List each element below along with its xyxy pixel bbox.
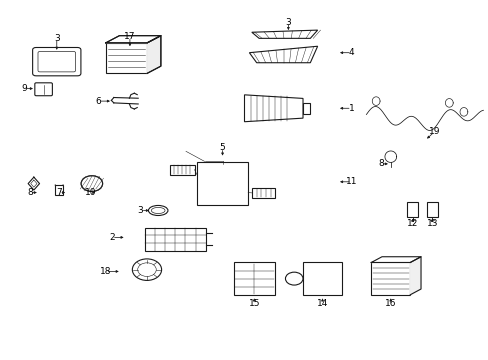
Text: 8: 8: [27, 188, 33, 197]
Text: 3: 3: [138, 206, 143, 215]
Text: 4: 4: [348, 48, 354, 57]
Bar: [426, 202, 437, 217]
Polygon shape: [105, 36, 161, 43]
Bar: [233, 262, 274, 295]
Polygon shape: [244, 95, 303, 122]
Text: 13: 13: [426, 219, 437, 228]
Bar: [55, 185, 63, 195]
Text: 5: 5: [219, 143, 225, 152]
Text: 15: 15: [248, 299, 260, 308]
Text: 2: 2: [109, 233, 115, 242]
Text: 8: 8: [377, 159, 383, 168]
Text: 18: 18: [100, 267, 111, 276]
Polygon shape: [370, 257, 420, 262]
Text: 6: 6: [95, 96, 101, 105]
Text: 12: 12: [406, 219, 418, 228]
Polygon shape: [409, 257, 420, 295]
Text: 14: 14: [316, 299, 327, 308]
Bar: [197, 162, 247, 205]
Text: 17: 17: [124, 32, 135, 41]
Text: 19: 19: [428, 127, 440, 136]
FancyBboxPatch shape: [33, 48, 81, 76]
Bar: [144, 228, 205, 251]
Bar: [370, 262, 409, 295]
Polygon shape: [147, 36, 161, 73]
Bar: [303, 103, 310, 114]
Text: 3: 3: [54, 34, 60, 43]
Text: 1: 1: [348, 104, 354, 113]
Text: 16: 16: [384, 299, 396, 308]
Text: 7: 7: [56, 188, 62, 197]
Text: 3: 3: [285, 18, 291, 27]
Text: 10: 10: [85, 188, 97, 197]
Text: 9: 9: [21, 84, 27, 93]
FancyBboxPatch shape: [38, 51, 75, 72]
Bar: [303, 262, 341, 295]
Text: 11: 11: [346, 177, 357, 186]
Polygon shape: [249, 46, 317, 63]
Polygon shape: [251, 30, 317, 39]
Bar: [170, 165, 194, 175]
FancyBboxPatch shape: [35, 83, 52, 96]
Bar: [105, 43, 147, 73]
Bar: [407, 202, 417, 217]
Bar: [251, 188, 275, 198]
